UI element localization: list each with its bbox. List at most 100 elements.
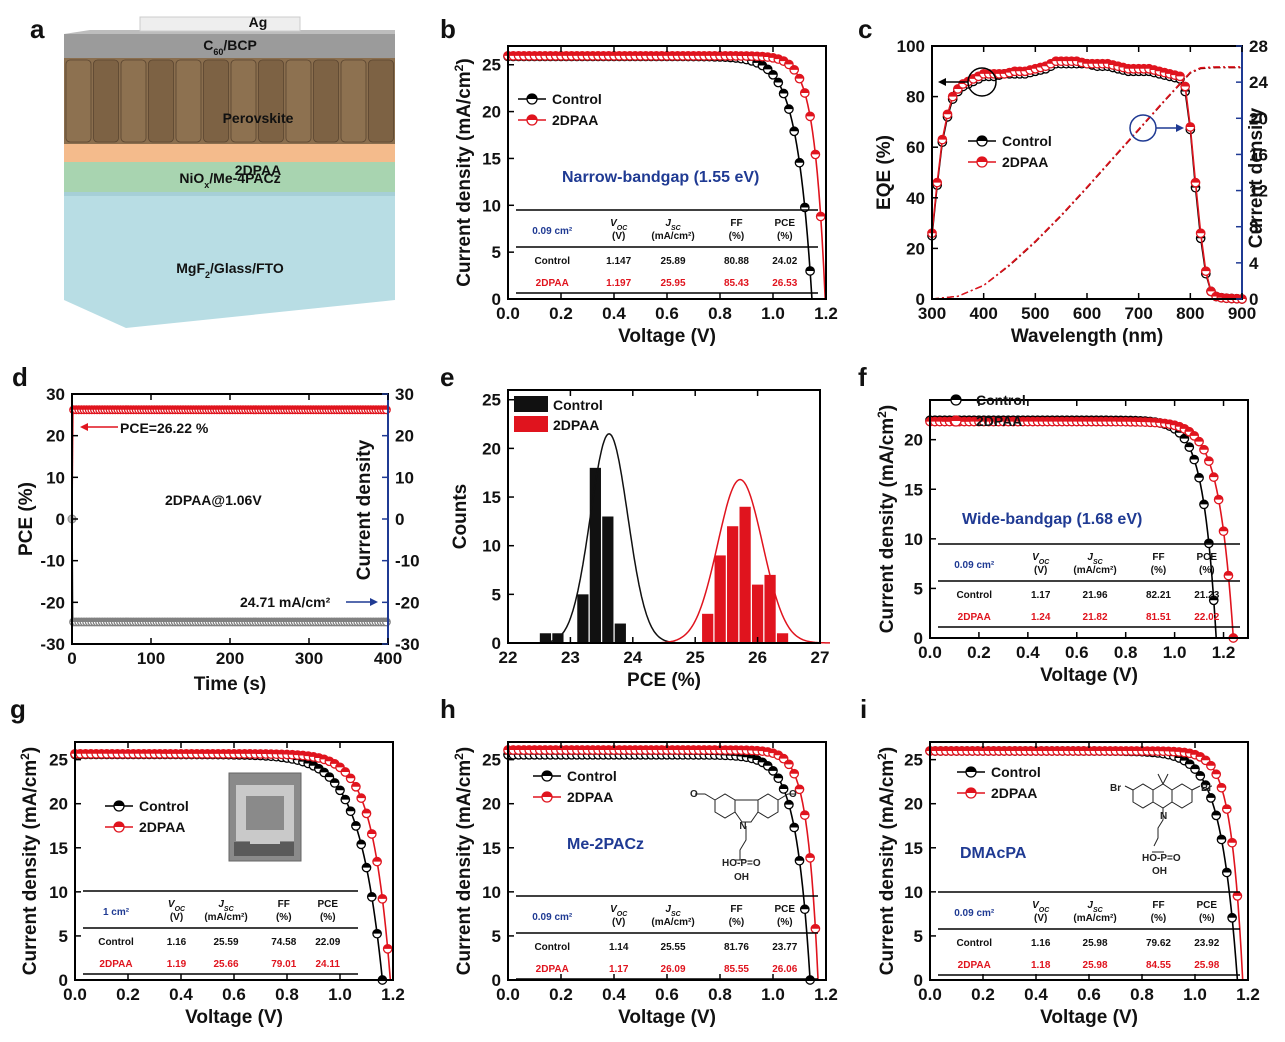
g-device-photo-contact (234, 842, 294, 856)
f-point-2dpaa-fill (1229, 633, 1238, 638)
i-mol-br-left: Br (1110, 783, 1121, 794)
c-y2-axis-label: Current density (1246, 107, 1267, 248)
g-table-header: JSC (218, 899, 234, 913)
e-bar-2dpaa (727, 526, 739, 643)
c-y2-tick-label: 0 (1249, 290, 1258, 309)
f-legend-label: Control (976, 392, 1026, 408)
g-y-tick-label: 0 (59, 971, 68, 990)
g-point-control-fill (351, 821, 361, 826)
b-table-header-unit: (V) (612, 231, 625, 242)
f-point-2dpaa-fill (1214, 495, 1223, 500)
e-bar-2dpaa (764, 574, 776, 643)
i-legend-label: Control (991, 764, 1041, 780)
f-point-control-fill (1189, 455, 1199, 460)
d-y-axis-label: PCE (%) (16, 482, 37, 556)
e-legend-swatch (514, 416, 548, 432)
c-y2-tick-label: 8 (1249, 218, 1258, 237)
h-panel-letter: h (440, 694, 456, 724)
c-y2-tick-label: 16 (1249, 145, 1268, 164)
h-mol-n-label: N (739, 821, 746, 832)
f-x-tick-label: 0.6 (1065, 643, 1089, 662)
i-point-2dpaa-fill (1196, 752, 1205, 757)
g-point-2dpaa-fill (346, 774, 355, 779)
f-x-axis-label: Voltage (V) (1040, 665, 1138, 686)
i-mol-ring-right (1171, 783, 1193, 809)
h-table-cell: 25.55 (661, 942, 686, 953)
b-point-2dpaa-fill (790, 65, 799, 70)
f-y-axis-label: Current density (mA/cm2) (875, 405, 898, 633)
c-curve-3 (931, 66, 1242, 300)
g-table-area: 1 cm² (103, 907, 130, 918)
f-panel-letter: f (858, 362, 867, 392)
g-point-control-fill (309, 761, 318, 766)
i-point-2dpaa-fill (1212, 770, 1221, 775)
i-y-tick-label: 15 (904, 839, 923, 858)
c-y-tick-label: 20 (906, 239, 925, 258)
f-y-tick-label: 5 (914, 579, 923, 598)
c-point-2dpaa-fill (1196, 229, 1205, 234)
h-x-tick-label: 1.2 (814, 985, 838, 1004)
f-legend-marker-fill (951, 395, 961, 400)
c-y2-tick-label: 4 (1249, 254, 1259, 273)
f-x-tick-label: 1.2 (1212, 643, 1236, 662)
h-point-control-fill (763, 761, 772, 766)
g-point-control-fill (367, 892, 376, 897)
i-point-2dpaa-fill (1206, 761, 1216, 766)
f-x-tick-label: 0.4 (1016, 643, 1040, 662)
h-point-control-fill (758, 758, 767, 763)
h-x-tick-label: 0.0 (496, 985, 520, 1004)
panel-d: d0 100 200 300 400-30-20-100102030-30-20-100… (12, 362, 420, 695)
f-table-header-unit: (mA/cm²) (1073, 565, 1116, 576)
a-perovskite-grain (285, 59, 312, 143)
i-legend-marker-fill (966, 788, 976, 793)
d-y2-tick-label: -20 (395, 593, 420, 612)
h-point-2dpaa-fill (774, 751, 783, 756)
e-bar-2dpaa (714, 555, 726, 643)
f-point-2dpaa-fill (1199, 445, 1209, 450)
h-point-2dpaa-fill (800, 810, 809, 816)
e-fit-control (534, 432, 684, 644)
i-mol-ring-left (1132, 783, 1154, 809)
g-legend-marker-fill (114, 801, 124, 806)
c-y-tick-label: 40 (906, 189, 925, 208)
d-x-axis-label: Time (s) (194, 674, 267, 695)
b-x-tick-label: 0.4 (602, 304, 626, 323)
i-table-cell: 1.18 (1031, 960, 1051, 971)
g-device-photo-inner (246, 796, 284, 830)
h-point-2dpaa-fill (805, 853, 815, 858)
f-table-cell: 21.23 (1194, 590, 1219, 601)
b-x-tick-label: 0.0 (496, 304, 520, 323)
d-x-tick-label: 0 (67, 649, 76, 668)
a-layer-substrate (64, 190, 395, 328)
e-y-tick-label: 25 (482, 391, 501, 410)
f-point-control-fill (1199, 500, 1209, 505)
f-table-cell: 1.24 (1031, 612, 1051, 623)
b-y-tick-label: 10 (482, 196, 501, 215)
e-bar-2dpaa (739, 506, 751, 643)
i-x-tick-label: 0.4 (1024, 985, 1048, 1004)
c-x-tick-label: 700 (1124, 304, 1152, 323)
e-y-tick-label: 20 (482, 439, 501, 458)
b-point-control-fill (805, 266, 815, 271)
g-point-2dpaa-fill (357, 793, 366, 799)
c-legend-marker-fill (977, 136, 987, 141)
b-x-tick-label: 0.6 (655, 304, 679, 323)
i-point-2dpaa-fill (1227, 838, 1237, 843)
d-x-tick-label: 100 (137, 649, 165, 668)
e-y-tick-label: 0 (492, 634, 501, 653)
h-mol-ring-mid (734, 799, 759, 823)
g-point-2dpaa-fill (330, 759, 339, 764)
g-x-tick-label: 0.0 (63, 985, 87, 1004)
b-point-control-fill (779, 89, 788, 94)
a-layer-label-substrate: MgF2/Glass/FTO (176, 260, 284, 280)
g-point-control-fill (362, 863, 371, 868)
i-point-control-fill (1190, 764, 1200, 770)
c-x-tick-label: 800 (1176, 304, 1204, 323)
f-table-row-label: Control (956, 590, 992, 601)
d-y2-tick-label: 10 (395, 468, 414, 487)
g-point-control-fill (330, 778, 339, 783)
a-layer-htl (64, 160, 395, 192)
h-point-2dpaa-fill (779, 754, 788, 759)
g-point-control-fill (372, 929, 382, 934)
